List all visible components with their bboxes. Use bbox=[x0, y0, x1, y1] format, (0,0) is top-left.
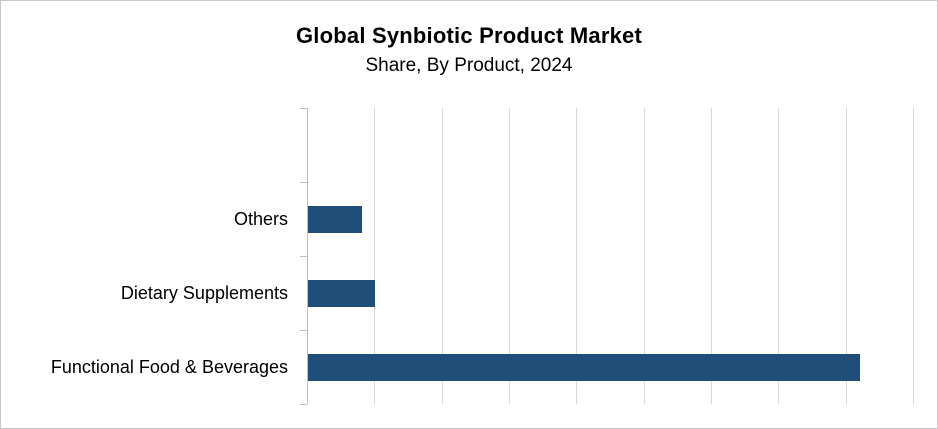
gridline bbox=[845, 108, 847, 404]
chart-title: Global Synbiotic Product Market bbox=[295, 23, 643, 48]
gridline bbox=[778, 108, 780, 404]
y-axis-tick bbox=[300, 256, 307, 257]
category-axis-labels: Others Dietary Supplements Functional Food… bbox=[1, 108, 288, 404]
gridline bbox=[711, 108, 712, 404]
bar-functional-food-beverages bbox=[308, 353, 861, 381]
gridline bbox=[576, 108, 578, 404]
bar-dietary-supplements bbox=[308, 279, 376, 307]
gridline bbox=[374, 108, 376, 404]
gridline bbox=[643, 108, 645, 404]
chart-subtitle: Share, By Product, 2024 bbox=[365, 55, 573, 76]
category-label: Others bbox=[233, 209, 288, 229]
y-axis-tick bbox=[300, 404, 307, 405]
category-label: Dietary Supplements bbox=[120, 283, 288, 303]
bar-others bbox=[308, 205, 362, 233]
gridline bbox=[441, 108, 443, 404]
gridline bbox=[509, 108, 510, 404]
y-axis-tick bbox=[300, 108, 307, 109]
gridline bbox=[913, 108, 914, 404]
y-axis-tick bbox=[300, 330, 307, 331]
plot-area bbox=[300, 108, 914, 405]
category-label: Functional Food & Beverages bbox=[50, 357, 288, 377]
y-axis-tick bbox=[300, 182, 307, 183]
y-axis-line bbox=[307, 108, 308, 404]
